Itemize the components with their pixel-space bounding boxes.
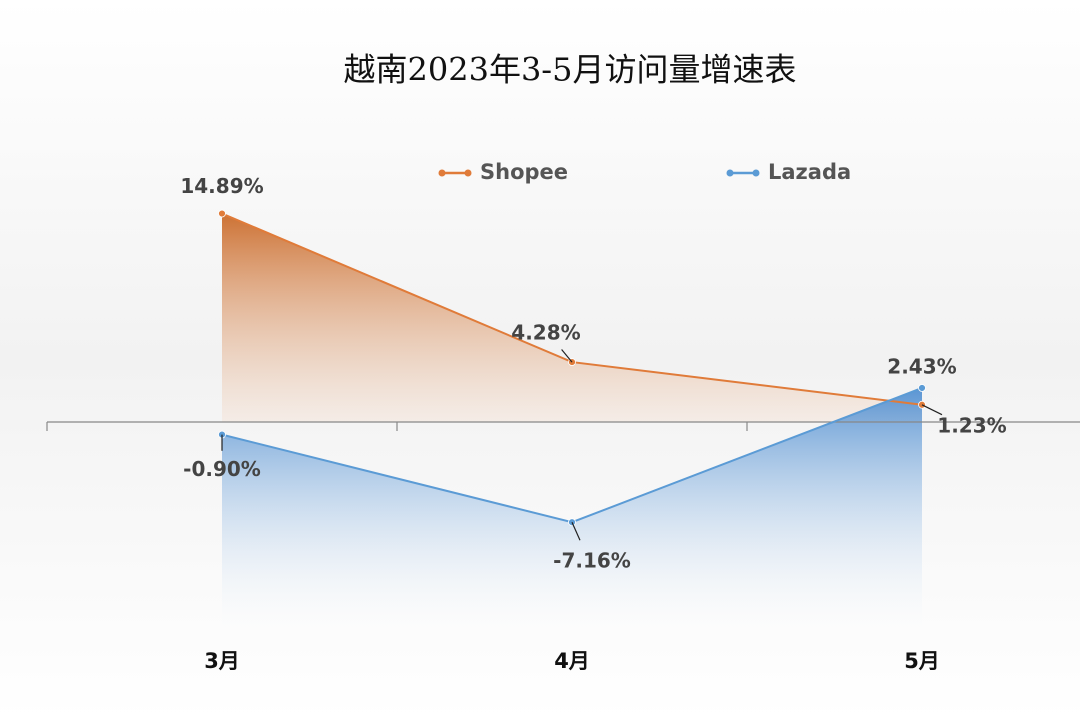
x-tick-label: 3月: [204, 649, 240, 673]
series-area: [222, 213, 922, 422]
x-tick-label: 5月: [904, 649, 940, 673]
legend-marker: [752, 169, 760, 177]
series-area: [222, 387, 922, 632]
value-label: -0.90%: [183, 457, 261, 481]
legend-label: Shopee: [480, 160, 568, 184]
value-label: 2.43%: [887, 354, 956, 378]
leader-line: [571, 521, 581, 541]
data-point: [218, 209, 226, 218]
data-point: [918, 384, 926, 392]
chart-title: 越南2023年3-5月访问量增速表: [344, 51, 797, 89]
legend-marker: [726, 169, 734, 177]
value-label: 4.28%: [511, 321, 580, 345]
value-label: 14.89%: [180, 174, 263, 198]
leader-line: [561, 349, 573, 363]
legend-label: Lazada: [768, 160, 851, 184]
leader-line: [921, 404, 943, 416]
x-tick-label: 4月: [554, 649, 590, 673]
legend-marker: [438, 169, 446, 177]
value-label: -7.16%: [553, 549, 631, 573]
legend-marker: [464, 169, 472, 177]
value-label: 1.23%: [937, 413, 1006, 437]
